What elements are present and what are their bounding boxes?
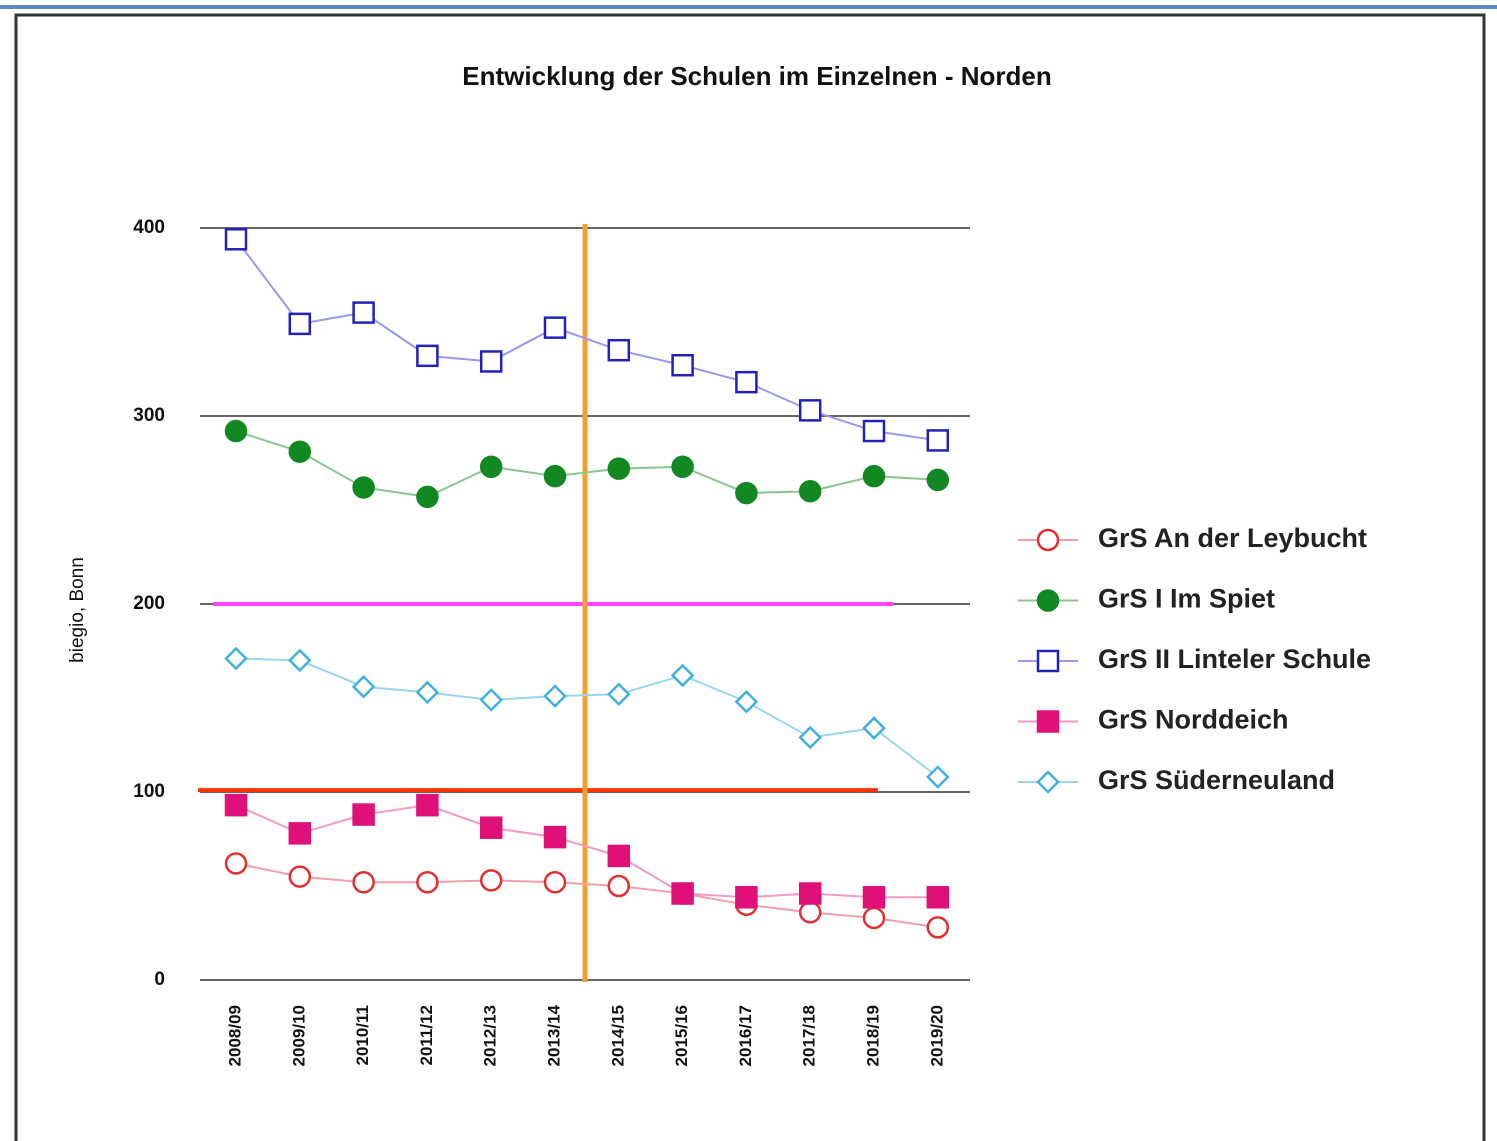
x-tick-label: 2010/11: [353, 1005, 372, 1066]
marker: [671, 353, 694, 377]
marker: [798, 399, 822, 422]
marker: [352, 870, 375, 894]
marker: [352, 301, 375, 324]
x-tick-label: 2012/13: [481, 1005, 500, 1066]
marker: [543, 316, 567, 339]
marker: [926, 429, 950, 452]
marker: [352, 803, 375, 826]
marker: [1036, 589, 1060, 612]
x-tick-label: 2019/20: [927, 1005, 946, 1066]
marker: [798, 725, 822, 750]
marker: [862, 716, 886, 740]
x-tick-label: 2018/19: [863, 1005, 882, 1066]
marker: [1036, 770, 1060, 794]
marker: [288, 440, 312, 463]
marker: [351, 674, 376, 699]
marker: [416, 344, 439, 368]
marker: [416, 485, 439, 509]
marker: [543, 684, 567, 708]
marker: [926, 468, 950, 492]
legend-label: GrS Norddeich: [1098, 705, 1289, 735]
y-tick-label: 0: [154, 969, 165, 990]
legend-label: GrS I Im Spiet: [1098, 584, 1275, 614]
marker: [224, 646, 248, 671]
marker: [926, 916, 950, 939]
x-tick-label: 2009/10: [289, 1005, 308, 1066]
marker: [671, 455, 694, 479]
marker: [479, 350, 503, 373]
y-tick-label: 200: [133, 593, 165, 614]
legend-label: GrS An der Leybucht: [1098, 523, 1367, 553]
y-tick-label: 100: [133, 781, 165, 802]
marker: [288, 648, 312, 673]
x-tick-label: 2017/18: [800, 1005, 819, 1066]
marker: [543, 464, 567, 488]
x-tick-label: 2014/15: [608, 1005, 627, 1066]
marker: [1036, 649, 1060, 673]
marker: [862, 419, 886, 443]
y-tick-label: 400: [133, 217, 165, 238]
marker: [288, 865, 312, 888]
marker: [798, 479, 822, 503]
series-line: [235, 657, 939, 778]
marker: [862, 464, 886, 488]
marker: [415, 680, 440, 705]
marker: [607, 338, 631, 362]
x-tick-label: 2016/17: [736, 1005, 755, 1066]
marker: [735, 886, 758, 909]
marker: [288, 822, 312, 845]
marker: [607, 682, 631, 707]
frame: [14, 13, 1486, 1141]
marker: [352, 476, 375, 499]
marker: [607, 457, 631, 480]
marker: [926, 765, 950, 789]
marker: [479, 816, 503, 839]
marker: [862, 906, 886, 930]
marker: [671, 882, 694, 905]
x-tick-label: 2013/14: [544, 1004, 563, 1066]
marker: [479, 688, 503, 712]
marker: [224, 852, 248, 875]
y-axis-label: biegio, Bonn: [67, 557, 88, 663]
marker: [798, 882, 822, 905]
marker: [1036, 710, 1060, 733]
marker: [1036, 528, 1060, 552]
x-tick-label: 2008/09: [225, 1005, 244, 1066]
marker: [224, 228, 248, 251]
marker: [416, 793, 439, 817]
marker: [543, 825, 567, 849]
marker: [224, 793, 248, 817]
x-tick-label: 2015/16: [672, 1005, 691, 1066]
marker: [734, 689, 759, 714]
legend-label: GrS Süderneuland: [1098, 765, 1335, 795]
y-tick-label: 300: [133, 405, 165, 426]
marker: [543, 870, 567, 894]
marker: [735, 370, 758, 394]
marker: [735, 481, 758, 505]
marker: [479, 455, 503, 479]
marker: [670, 663, 695, 688]
chart-title: Entwicklung der Schulen im Einzelnen - N…: [462, 61, 1051, 91]
marker: [798, 901, 822, 924]
marker: [224, 419, 248, 443]
marker: [416, 870, 439, 894]
marker: [607, 874, 631, 898]
marker: [479, 869, 503, 892]
marker: [607, 844, 631, 868]
legend-label: GrS II Linteler Schule: [1098, 644, 1371, 674]
marker: [862, 886, 886, 909]
marker: [926, 886, 950, 909]
x-tick-label: 2011/12: [417, 1005, 436, 1066]
marker: [288, 312, 312, 336]
